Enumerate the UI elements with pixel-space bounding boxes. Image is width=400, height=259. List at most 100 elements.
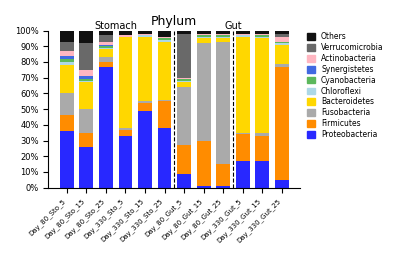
Bar (256, 161, 269, 188)
Bar (80, 70, 93, 76)
Bar (256, 31, 269, 34)
Bar (197, 141, 210, 186)
Bar (118, 128, 132, 130)
Bar (80, 43, 93, 70)
Bar (275, 67, 289, 180)
Bar (138, 35, 152, 37)
Bar (256, 35, 269, 37)
Bar (236, 134, 250, 161)
Bar (138, 31, 152, 34)
Bar (236, 35, 250, 37)
Bar (80, 109, 93, 133)
Title: Phylum: Phylum (151, 15, 198, 28)
Bar (138, 111, 152, 188)
Bar (197, 31, 210, 34)
Bar (80, 76, 93, 79)
Bar (80, 147, 93, 188)
Legend: Others, Verrucomicrobia, Actinobacteria, Synergistetes, Cyanobacteria, Chlorofle: Others, Verrucomicrobia, Actinobacteria,… (306, 31, 384, 140)
Bar (158, 40, 171, 41)
Bar (118, 31, 132, 35)
Bar (60, 62, 74, 65)
Bar (60, 41, 74, 51)
Bar (216, 186, 230, 188)
Bar (177, 78, 191, 79)
Bar (177, 174, 191, 188)
Bar (60, 31, 74, 41)
Bar (216, 41, 230, 164)
Bar (236, 133, 250, 134)
Bar (275, 63, 289, 67)
Bar (99, 31, 113, 35)
Bar (60, 56, 74, 59)
Bar (60, 59, 74, 62)
Bar (236, 34, 250, 35)
Bar (275, 34, 289, 37)
Bar (99, 41, 113, 45)
Bar (256, 38, 269, 133)
Bar (256, 34, 269, 35)
Bar (60, 65, 74, 93)
Bar (275, 31, 289, 34)
Bar (236, 31, 250, 34)
Bar (216, 35, 230, 37)
Bar (80, 31, 93, 43)
Bar (216, 34, 230, 35)
Bar (138, 37, 152, 101)
Bar (80, 81, 93, 82)
Bar (256, 136, 269, 161)
Bar (236, 37, 250, 133)
Bar (216, 164, 230, 186)
Bar (118, 130, 132, 136)
Bar (60, 93, 74, 116)
Bar (216, 37, 230, 38)
Bar (80, 133, 93, 147)
Bar (197, 38, 210, 43)
Bar (275, 45, 289, 63)
Bar (118, 37, 132, 128)
Bar (60, 51, 74, 56)
Bar (138, 34, 152, 35)
Bar (118, 136, 132, 188)
Bar (177, 31, 191, 34)
Bar (60, 116, 74, 131)
Bar (99, 46, 113, 48)
Bar (158, 100, 171, 101)
Bar (197, 34, 210, 35)
Bar (60, 131, 74, 188)
Bar (80, 82, 93, 109)
Bar (99, 49, 113, 57)
Bar (197, 35, 210, 37)
Bar (99, 62, 113, 67)
Bar (177, 145, 191, 174)
Bar (80, 79, 93, 81)
Text: Gut: Gut (224, 20, 242, 31)
Bar (99, 45, 113, 46)
Bar (275, 41, 289, 43)
Bar (99, 35, 113, 41)
Bar (275, 180, 289, 188)
Bar (216, 31, 230, 34)
Bar (216, 38, 230, 41)
Bar (158, 37, 171, 38)
Bar (177, 87, 191, 145)
Bar (158, 38, 171, 40)
Bar (197, 43, 210, 141)
Bar (177, 79, 191, 81)
Bar (138, 103, 152, 111)
Bar (256, 133, 269, 136)
Bar (197, 186, 210, 188)
Bar (177, 34, 191, 78)
Bar (158, 128, 171, 188)
Bar (158, 101, 171, 128)
Bar (256, 37, 269, 38)
Bar (275, 43, 289, 45)
Bar (118, 35, 132, 37)
Bar (177, 82, 191, 87)
Bar (177, 81, 191, 82)
Bar (197, 37, 210, 38)
Bar (158, 31, 171, 37)
Bar (275, 37, 289, 41)
Bar (138, 101, 152, 103)
Bar (236, 161, 250, 188)
Bar (99, 67, 113, 188)
